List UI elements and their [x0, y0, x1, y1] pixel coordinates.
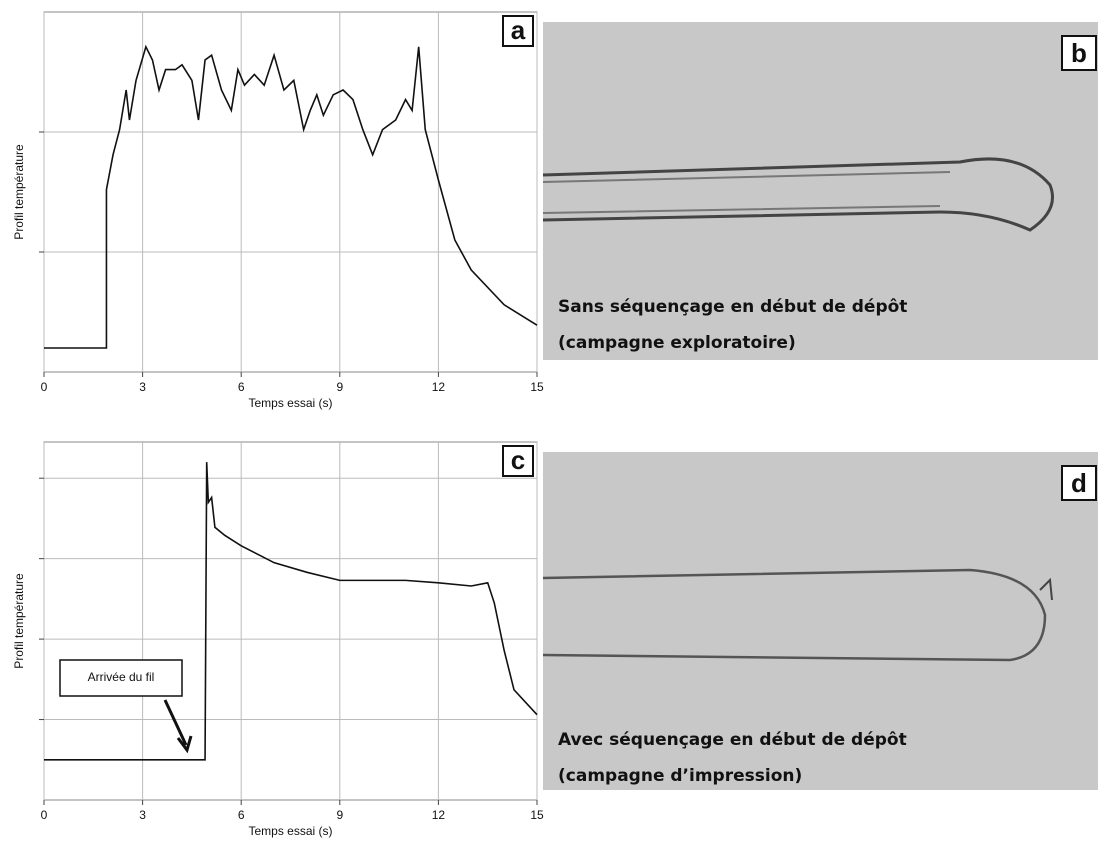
y-axis-label: Profil température: [12, 144, 26, 240]
panel-label-box: [502, 15, 534, 47]
panel-label: c: [511, 445, 525, 475]
panel-label: b: [1071, 38, 1087, 68]
x-tick-label: 15: [530, 380, 544, 394]
panel-label-box: [1061, 465, 1097, 501]
x-tick-label: 12: [432, 808, 446, 822]
x-tick-label: 6: [238, 380, 245, 394]
panel-label-box: [1061, 35, 1097, 71]
line: [44, 462, 538, 761]
caption: (campagne exploratoire): [558, 333, 796, 353]
x-axis-label: Temps essai (s): [248, 824, 332, 838]
caption: Sans séquençage en début de dépôt: [558, 297, 907, 317]
x-tick-label: 0: [41, 808, 48, 822]
x-tick-label: 3: [139, 380, 146, 394]
x-tick-label: 6: [238, 808, 245, 822]
photo-d: [542, 452, 1098, 790]
line: [44, 44, 538, 349]
x-tick-label: 15: [530, 808, 544, 822]
photo-b: [542, 22, 1098, 360]
caption: (campagne d’impression): [558, 766, 802, 786]
x-tick-label: 0: [41, 380, 48, 394]
plot-area: [43, 11, 538, 373]
panel-label: a: [511, 15, 526, 45]
x-axis-label: Temps essai (s): [248, 396, 332, 410]
annotation-box: [59, 659, 183, 697]
x-tick-label: 9: [336, 808, 343, 822]
panel-label: d: [1071, 468, 1087, 498]
annotation: Arrivée du fil: [88, 670, 155, 684]
x-tick-label: 3: [139, 808, 146, 822]
y-axis-label: Profil température: [12, 573, 26, 669]
annotation-arrow: [163, 699, 193, 754]
x-tick-label: 9: [336, 380, 343, 394]
caption: Avec séquençage en début de dépôt: [558, 730, 907, 750]
plot-area: [43, 441, 538, 801]
panel-label-box: [502, 445, 534, 477]
x-tick-label: 12: [432, 380, 446, 394]
